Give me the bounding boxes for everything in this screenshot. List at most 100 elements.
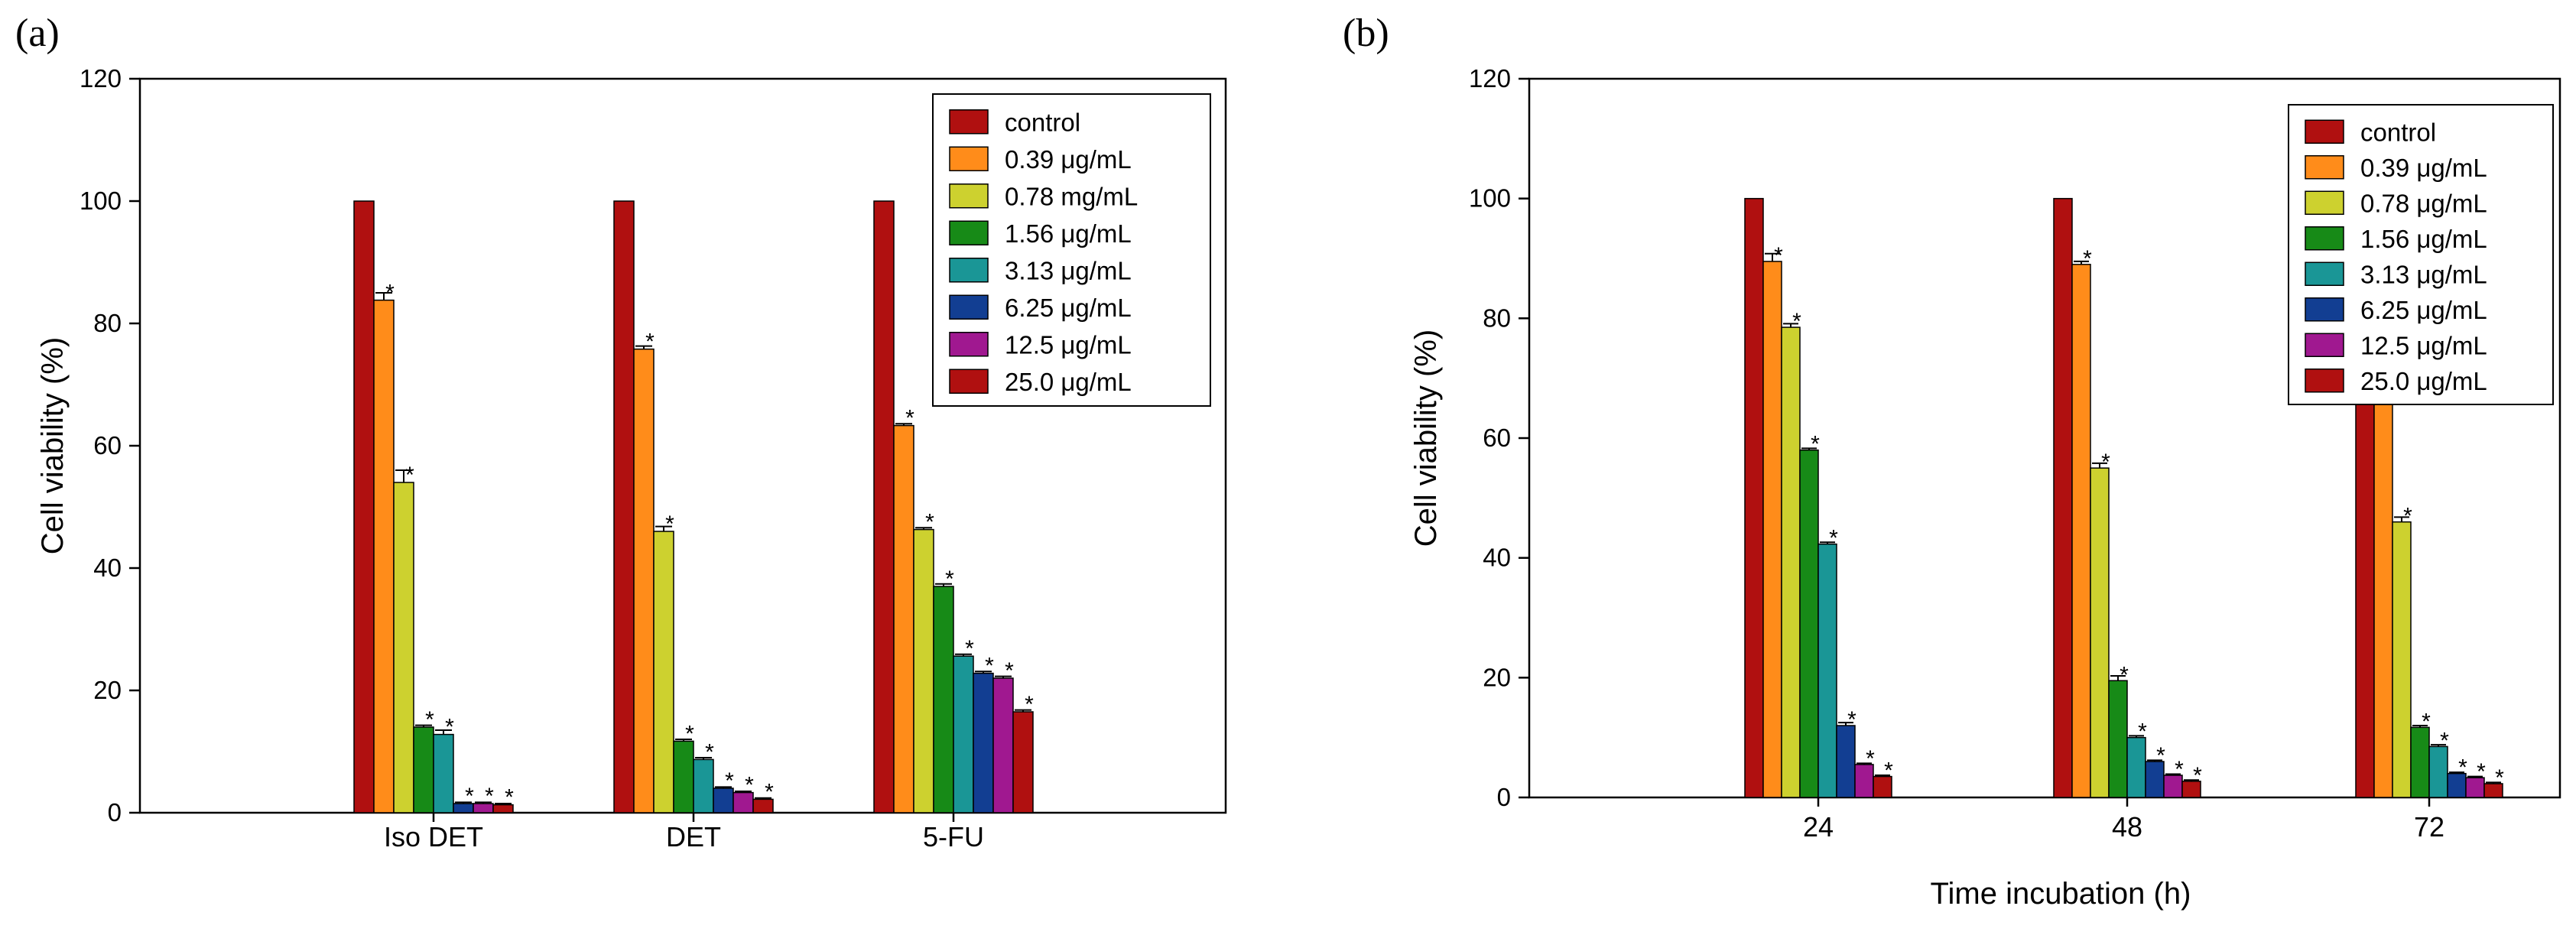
significance-star-b-0-3: * (1811, 432, 1820, 457)
y-axis-title-a: Cell viability (%) (36, 337, 70, 555)
legend-swatch-b-6 (2305, 333, 2344, 357)
significance-star-b-0-4: * (1829, 526, 1838, 551)
legend-label-a-6: 12.5 μg/mL (1005, 330, 1132, 359)
legend-label-b-4: 3.13 μg/mL (2360, 260, 2487, 288)
bar-b-0-3 (1799, 449, 1819, 798)
chart-panel-b: (b) 0 20 40 60 80 100 120 * * * * * * * 24 * * * * * * * 48 * *… (1343, 11, 2561, 911)
y-tick-label-a-0: 0 (108, 798, 122, 826)
bar-a-0-1 (373, 299, 395, 813)
bar-a-0-3 (413, 726, 434, 813)
significance-star-b-2-4: * (2440, 728, 2449, 753)
legend-label-a-0: control (1005, 108, 1080, 136)
significance-star-b-1-5: * (2156, 743, 2165, 768)
significance-star-b-0-6: * (1866, 746, 1875, 771)
x-axis-title-b: Time incubation (h) (1931, 877, 2191, 911)
significance-star-a-0-6: * (485, 784, 494, 809)
bar-a-2-6 (992, 677, 1014, 813)
significance-star-a-1-3: * (685, 721, 694, 746)
legend-label-a-5: 6.25 μg/mL (1005, 294, 1132, 322)
legend-label-a-1: 0.39 μg/mL (1005, 145, 1132, 174)
panel-tag-a: (a) (15, 11, 60, 55)
y-tick-label-b-5: 100 (1469, 184, 1511, 213)
legend-label-a-4: 3.13 μg/mL (1005, 256, 1132, 284)
significance-star-a-2-3: * (945, 567, 954, 592)
bar-b-1-1 (2071, 264, 2091, 798)
y-tick-label-a-6: 120 (80, 64, 122, 93)
significance-star-a-1-1: * (645, 330, 655, 355)
category-label-a-2: 5-FU (923, 821, 984, 852)
legend-swatch-a-7 (949, 369, 989, 394)
legend-swatch-b-3 (2305, 226, 2344, 251)
legend-b: control 0.39 μg/mL 0.78 μg/mL 1.56 μg/mL 3.1… (2288, 104, 2554, 405)
bar-a-1-2 (653, 531, 674, 813)
legend-swatch-a-1 (949, 146, 989, 171)
significance-star-b-2-2: * (2403, 504, 2412, 529)
bar-b-1-2 (2090, 467, 2110, 798)
significance-star-b-2-6: * (2477, 759, 2486, 784)
significance-star-a-0-3: * (425, 707, 434, 732)
significance-star-b-0-5: * (1847, 707, 1856, 732)
bar-a-2-2 (913, 528, 934, 813)
y-tick-label-b-6: 120 (1469, 64, 1511, 93)
legend-label-b-0: control (2360, 118, 2436, 146)
legend-label-b-3: 1.56 μg/mL (2360, 225, 2487, 253)
significance-star-a-2-7: * (1025, 692, 1034, 717)
y-tick-label-b-1: 20 (1483, 663, 1511, 691)
legend-swatch-a-0 (949, 109, 989, 135)
significance-star-b-1-4: * (2138, 719, 2147, 745)
legend-swatch-a-6 (949, 332, 989, 357)
legend-label-b-7: 25.0 μg/mL (2360, 367, 2487, 395)
bar-b-0-0 (1744, 197, 1764, 798)
legend-label-b-5: 6.25 μg/mL (2360, 296, 2487, 324)
legend-swatch-a-5 (949, 294, 989, 320)
bar-a-0-0 (353, 200, 375, 813)
significance-star-b-2-7: * (2495, 765, 2504, 791)
y-tick-label-a-1: 20 (93, 676, 122, 704)
bar-a-1-4 (693, 758, 714, 813)
significance-star-b-0-7: * (1884, 758, 1893, 784)
significance-star-a-2-5: * (985, 654, 994, 679)
category-label-b-2: 72 (2414, 811, 2444, 843)
legend-swatch-b-0 (2305, 119, 2344, 144)
significance-star-b-1-3: * (2120, 662, 2129, 687)
significance-star-b-1-6: * (2175, 757, 2184, 782)
bar-b-2-1 (2373, 341, 2393, 798)
bar-a-1-3 (673, 740, 694, 813)
bar-a-1-0 (613, 200, 635, 813)
legend-swatch-b-4 (2305, 261, 2344, 286)
significance-star-b-1-7: * (2193, 763, 2202, 788)
significance-star-b-2-3: * (2422, 709, 2431, 734)
significance-star-a-2-4: * (965, 636, 974, 661)
legend-swatch-b-7 (2305, 369, 2344, 393)
significance-star-a-1-6: * (745, 773, 754, 798)
bar-b-1-0 (2053, 197, 2073, 798)
bar-b-0-4 (1817, 543, 1837, 798)
legend-label-a-3: 1.56 μg/mL (1005, 219, 1132, 248)
y-tick-label-a-2: 40 (93, 554, 122, 582)
significance-star-a-0-1: * (385, 281, 395, 306)
y-tick-label-b-0: 0 (1497, 783, 1511, 811)
legend-swatch-b-2 (2305, 190, 2344, 215)
bar-a-1-1 (633, 348, 655, 813)
bar-a-2-4 (953, 655, 974, 813)
y-tick-label-a-5: 100 (80, 187, 122, 215)
legend-label-a-7: 25.0 μg/mL (1005, 368, 1132, 396)
significance-star-a-1-7: * (765, 779, 774, 804)
significance-star-b-0-1: * (1774, 243, 1783, 268)
y-axis-title-b: Cell viability (%) (1409, 330, 1443, 547)
significance-star-a-1-4: * (705, 739, 714, 765)
significance-star-b-1-1: * (2083, 246, 2092, 271)
y-tick-label-b-2: 40 (1483, 544, 1511, 572)
legend-swatch-a-3 (949, 220, 989, 245)
bar-a-2-7 (1012, 711, 1034, 813)
category-label-a-1: DET (666, 821, 721, 852)
y-tick-label-a-3: 60 (93, 431, 122, 460)
significance-star-a-0-4: * (445, 715, 454, 740)
legend-label-b-1: 0.39 μg/mL (2360, 154, 2487, 182)
bar-a-2-5 (973, 672, 994, 813)
significance-star-a-0-2: * (405, 463, 414, 488)
bar-b-0-2 (1781, 326, 1801, 798)
y-tick-label-b-3: 60 (1483, 424, 1511, 452)
bar-a-2-0 (873, 200, 895, 813)
significance-star-a-2-2: * (925, 510, 934, 535)
